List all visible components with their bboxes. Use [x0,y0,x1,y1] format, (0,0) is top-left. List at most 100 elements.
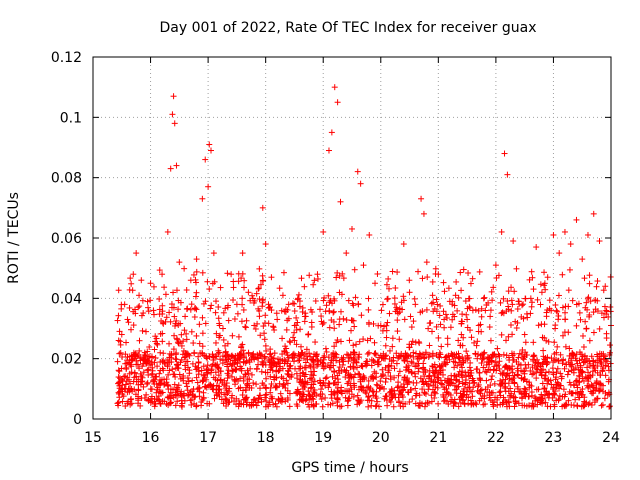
background-point [462,379,469,386]
background-point [200,300,207,307]
background-point [492,359,499,366]
background-point [161,398,168,405]
background-point [116,350,123,357]
background-point [490,367,497,374]
background-point [173,361,180,368]
background-point [600,314,607,321]
background-point [133,357,140,364]
background-point [464,324,471,331]
background-point [399,400,406,407]
background-point [268,380,275,387]
background-point [271,326,278,333]
background-point [434,301,441,308]
background-point [474,338,481,345]
background-point [215,372,222,379]
background-point [450,402,457,409]
background-point [215,304,222,311]
background-point [319,391,326,398]
background-point [208,302,215,309]
background-point [373,374,380,381]
background-point [364,350,371,357]
background-point [406,277,413,284]
background-point [429,363,436,370]
background-point [220,357,227,364]
background-point [263,347,270,354]
background-point [444,341,451,348]
background-point [328,395,335,402]
background-point [472,400,479,407]
data-point [521,331,528,338]
background-point [601,303,608,310]
background-point [466,380,473,387]
background-point [203,384,210,391]
background-point [119,388,126,395]
background-point [508,390,515,397]
background-point [546,297,553,304]
background-point [475,322,482,329]
background-point [306,392,313,399]
background-point [598,360,605,367]
background-point [178,331,185,338]
background-point [375,358,382,365]
background-point [143,328,150,335]
background-point [202,320,209,327]
background-point [453,351,460,358]
data-point [141,349,148,356]
background-point [374,382,381,389]
background-point [470,377,477,384]
background-point [139,327,146,334]
background-point [196,340,203,347]
background-point [145,304,152,311]
background-point [499,309,506,316]
background-point [255,395,262,402]
background-point [215,350,222,357]
background-point [174,398,181,405]
background-point [313,392,320,399]
background-point [305,388,312,395]
background-point [512,394,519,401]
background-point [173,287,180,294]
background-point [334,395,341,402]
background-point [328,351,335,358]
background-point [241,277,248,284]
background-point [346,355,353,362]
data-point [228,271,235,278]
background-point [470,384,477,391]
background-point [397,391,404,398]
background-point [422,369,429,376]
background-point [455,294,462,301]
background-point [482,307,489,314]
background-point [281,308,288,315]
background-point [582,373,589,380]
background-point [135,386,142,393]
background-point [350,393,357,400]
background-point [255,361,262,368]
background-point [459,311,466,318]
background-point [166,309,173,316]
background-point [486,324,493,331]
background-point [305,331,312,338]
background-point [147,386,154,393]
background-point [466,303,473,310]
background-point [581,352,588,359]
background-point [408,324,415,331]
background-point [156,370,163,377]
background-point [159,365,166,372]
background-point [258,368,265,375]
background-point [443,315,450,322]
background-point [497,370,504,377]
background-point [299,304,306,311]
background-point [214,364,221,371]
background-point [379,301,386,308]
background-point [182,366,189,373]
background-point [553,384,560,391]
y-tick-label: 0 [73,412,82,428]
background-point [349,363,356,370]
background-point [242,324,249,331]
background-point [600,365,607,372]
background-point [424,274,431,281]
background-point [383,352,390,359]
background-point [310,381,317,388]
background-point [126,304,133,311]
background-point [466,364,473,371]
